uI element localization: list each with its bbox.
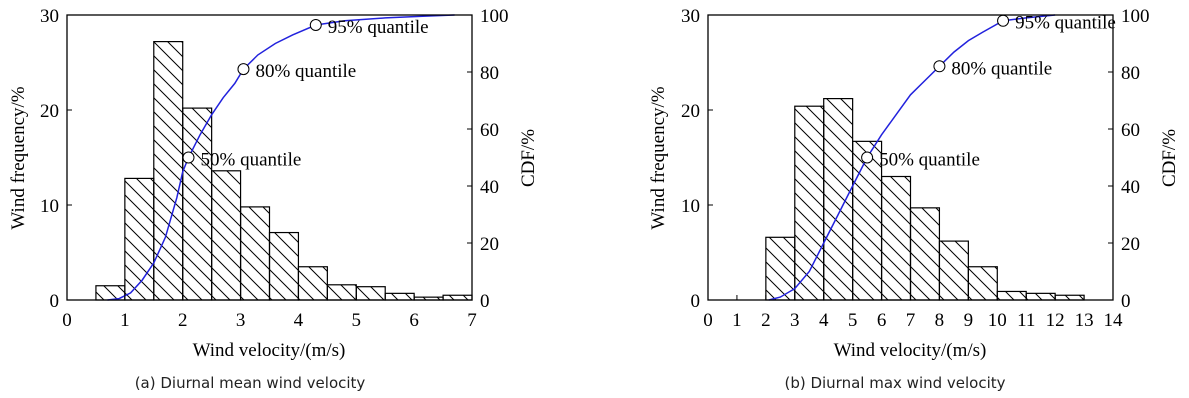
x-tick-label: 0	[62, 310, 72, 331]
quantile-label: 80% quantile	[255, 61, 356, 82]
histogram-bar	[880, 175, 912, 301]
histogram-bar	[996, 290, 1027, 301]
y2-tick-label: 60	[480, 120, 499, 141]
x-axis-ticks: 0 1 2 3 4 5 6 7	[62, 295, 477, 331]
y2-tick-label: 40	[1121, 177, 1140, 198]
x-tick-label: 1	[120, 310, 130, 331]
x-tick-label: 9	[964, 310, 974, 331]
quantile-marker	[861, 151, 874, 164]
histogram-bar	[384, 292, 415, 301]
quantile-label: 50% quantile	[201, 150, 302, 171]
quantile-marker	[933, 60, 946, 73]
cdf-line	[107, 14, 455, 301]
y-tick-label: 20	[40, 101, 59, 122]
histogram-bar	[1025, 292, 1056, 301]
histogram-bar	[823, 97, 854, 301]
caption-b: (b) Diurnal max wind velocity	[784, 374, 1005, 392]
y-axis-ticks: 0 10 20 30	[40, 6, 72, 312]
y2-tick-label: 80	[480, 63, 499, 84]
y-axis-label: Wind frequency/%	[648, 86, 669, 229]
cdf-line	[768, 14, 1056, 301]
x-tick-label: 2	[761, 310, 771, 331]
y2-tick-label: 40	[480, 177, 499, 198]
y-tick-label: 10	[40, 196, 59, 217]
chart-panel-a: 50% quantile 80% quantile 95% quantile 0 1 2…	[8, 6, 539, 392]
quantile-markers: 50% quantile 80% quantile 95% quantile	[182, 17, 429, 171]
x-tick-label: 0	[703, 310, 713, 331]
x-axis-label: Wind velocity/(m/s)	[834, 340, 987, 361]
y-tick-label: 30	[40, 6, 59, 27]
x-tick-label: 14	[1104, 310, 1124, 331]
y2-axis-label: CDF/%	[518, 129, 539, 187]
x-axis-ticks: 0 1 2 3 4 5 6 7 8 9 10 11 12 13 14	[703, 295, 1123, 331]
x-tick-label: 11	[1017, 310, 1035, 331]
x-tick-label: 1	[732, 310, 742, 331]
quantile-marker	[997, 14, 1010, 27]
y2-tick-label: 20	[480, 234, 499, 255]
plot-frame	[66, 14, 473, 301]
quantile-marker	[182, 151, 195, 164]
x-tick-label: 6	[877, 310, 887, 331]
x-tick-label: 3	[790, 310, 800, 331]
histogram-bar	[938, 240, 969, 301]
y-axis-label: Wind frequency/%	[8, 86, 29, 229]
quantile-label: 95% quantile	[328, 17, 429, 38]
y-tick-label: 0	[50, 291, 60, 312]
y2-tick-label: 0	[480, 291, 490, 312]
histogram-bar	[239, 206, 271, 301]
y2-tick-label: 100	[480, 6, 509, 27]
x-tick-label: 12	[1046, 310, 1065, 331]
caption-a: (a) Diurnal mean wind velocity	[135, 374, 366, 392]
y-axis-ticks: 0 10 20 30	[681, 6, 713, 312]
y2-tick-label: 0	[1121, 291, 1131, 312]
y2-axis-ticks: 0 20 40 60 80 100	[467, 6, 509, 312]
x-tick-label: 10	[988, 310, 1007, 331]
histogram-bar	[211, 170, 242, 301]
y2-tick-label: 20	[1121, 234, 1140, 255]
x-tick-label: 5	[352, 310, 362, 331]
y-tick-label: 30	[681, 6, 700, 27]
y2-axis-ticks: 0 20 40 60 80 100	[1108, 6, 1150, 312]
y2-tick-label: 60	[1121, 120, 1140, 141]
x-tick-label: 5	[848, 310, 858, 331]
x-tick-label: 4	[294, 310, 304, 331]
x-tick-label: 13	[1075, 310, 1094, 331]
y-tick-label: 10	[681, 196, 700, 217]
quantile-marker	[309, 18, 322, 31]
histogram-bar	[442, 294, 473, 301]
x-tick-label: 2	[178, 310, 188, 331]
x-tick-label: 4	[819, 310, 829, 331]
histogram-bar	[1054, 294, 1085, 301]
histogram-bar	[326, 284, 357, 301]
y2-tick-label: 100	[1121, 6, 1150, 27]
y-tick-label: 20	[681, 101, 700, 122]
histogram-bar	[268, 231, 300, 301]
histogram-bar	[909, 207, 941, 301]
y2-tick-label: 80	[1121, 63, 1140, 84]
y-tick-label: 0	[691, 291, 701, 312]
histogram-bar	[794, 105, 825, 301]
quantile-marker	[237, 63, 250, 76]
quantile-label: 50% quantile	[879, 150, 980, 171]
histogram-bar	[297, 266, 328, 301]
bar-series	[765, 97, 1085, 301]
quantile-markers: 50% quantile 80% quantile 95% quantile	[861, 13, 1116, 171]
histogram-bar	[355, 286, 386, 301]
histogram-bar	[124, 177, 155, 301]
x-tick-label: 7	[906, 310, 916, 331]
x-tick-label: 7	[467, 310, 477, 331]
histogram-bar	[153, 40, 184, 301]
x-tick-label: 8	[935, 310, 945, 331]
x-tick-label: 6	[409, 310, 419, 331]
quantile-label: 80% quantile	[951, 58, 1052, 79]
histogram-bar	[967, 266, 998, 301]
histogram-bar	[182, 107, 213, 301]
x-tick-label: 3	[236, 310, 246, 331]
histogram-bar	[852, 140, 883, 301]
quantile-label: 95% quantile	[1015, 13, 1116, 34]
y2-axis-label: CDF/%	[1159, 129, 1180, 187]
x-axis-label: Wind velocity/(m/s)	[193, 340, 346, 361]
